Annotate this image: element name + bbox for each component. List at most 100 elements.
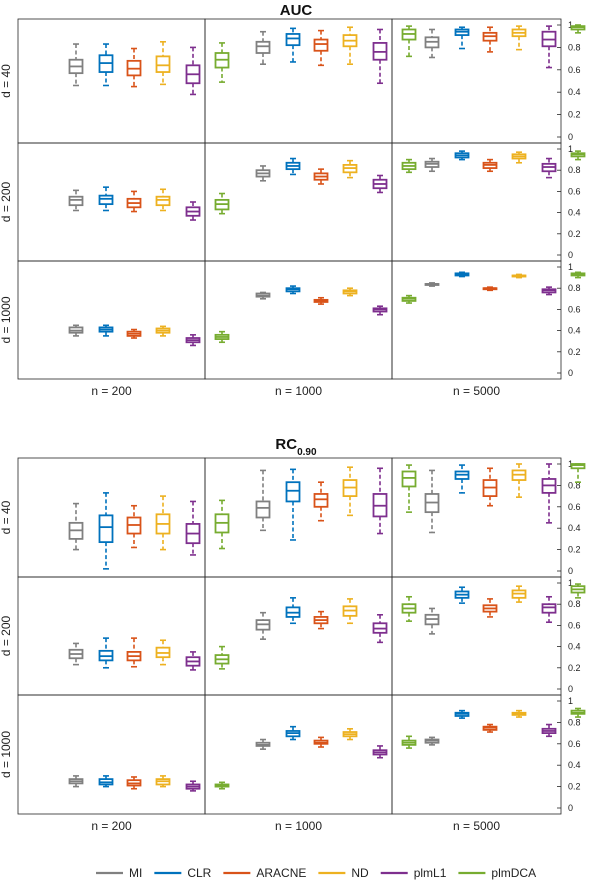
- panel-frame: [204, 457, 393, 578]
- box-body: [313, 38, 329, 52]
- box-CLR: [285, 468, 301, 541]
- box-ND: [155, 775, 171, 788]
- box-MI: [255, 165, 271, 182]
- box-plmDCA: [214, 192, 230, 215]
- box-body: [98, 194, 114, 206]
- legend-item-plmDCA: plmDCA: [458, 866, 536, 880]
- box-plmL1: [372, 28, 388, 85]
- box-CLR: [98, 492, 114, 570]
- y-tick-label: 0.2: [568, 110, 581, 120]
- box-CLR: [454, 709, 470, 719]
- y-tick-label: 0.2: [568, 229, 581, 239]
- panel-frame: [17, 576, 206, 696]
- panel-row-2: 0 0.2 0.4 0.6 0.8 1 d = 1000: [0, 260, 586, 380]
- box-plmL1: [541, 463, 557, 524]
- column-label: n = 200: [91, 384, 132, 398]
- row-label: d = 200: [0, 181, 13, 222]
- legend-item-MI: MI: [96, 866, 142, 880]
- box-MI: [255, 738, 271, 750]
- box-plmDCA: [570, 150, 586, 161]
- legend-item-ND: ND: [318, 866, 369, 880]
- box-CLR: [454, 150, 470, 161]
- box-plmL1: [372, 745, 388, 759]
- row-label: d = 1000: [0, 731, 13, 778]
- box-plmDCA: [570, 24, 586, 34]
- panel-row-1: 0 0.2 0.4 0.6 0.8 1 d = 200: [0, 576, 586, 696]
- panel-frame: [391, 18, 562, 144]
- box-body: [285, 481, 301, 503]
- panel-frame: [17, 260, 206, 380]
- column-label: n = 1000: [275, 819, 322, 833]
- box-MI: [68, 775, 84, 788]
- chart-1: 0 0.2 0.4 0.6 0.8 1 d = 40 0 0.2 0.4 0.6 0.8 1 d = 20…: [0, 457, 586, 833]
- y-tick-label: 0.6: [568, 304, 581, 314]
- box-MI: [424, 736, 440, 746]
- y-tick-label: 0.2: [568, 545, 581, 555]
- box-ARACNE: [126, 776, 142, 790]
- row-label: d = 40: [0, 64, 13, 98]
- box-body: [98, 514, 114, 544]
- box-ARACNE: [126, 328, 142, 339]
- box-ND: [155, 325, 171, 337]
- box-plmL1: [372, 613, 388, 644]
- panel-frame: [391, 457, 562, 578]
- chart-0: 0 0.2 0.4 0.6 0.8 1 d = 40 0 0.2 0.4 0.6 0.8 1 d = 20…: [0, 18, 586, 398]
- y-tick-label: 0: [568, 803, 573, 813]
- box-CLR: [454, 464, 470, 494]
- y-tick-label: 0.4: [568, 326, 581, 336]
- box-CLR: [285, 27, 301, 63]
- box-ARACNE: [482, 158, 498, 173]
- box-ARACNE: [313, 610, 329, 630]
- box-CLR: [285, 285, 301, 295]
- box-plmL1: [185, 201, 201, 221]
- box-CLR: [454, 271, 470, 278]
- panel-row-0: 0 0.2 0.4 0.6 0.8 1 d = 40: [0, 18, 586, 144]
- box-MI: [255, 30, 271, 65]
- box-CLR: [98, 324, 114, 337]
- y-tick-label: 0: [568, 250, 573, 260]
- box-plmDCA: [570, 583, 586, 599]
- column-label: n = 1000: [275, 384, 322, 398]
- legend-label: ARACNE: [256, 866, 306, 880]
- box-body: [155, 55, 171, 73]
- box-ARACNE: [482, 723, 498, 733]
- box-body: [255, 500, 271, 519]
- box-plmL1: [372, 174, 388, 194]
- box-ND: [155, 495, 171, 551]
- box-body: [313, 493, 329, 508]
- y-tick-label: 0.2: [568, 782, 581, 792]
- box-MI: [424, 469, 440, 534]
- box-ND: [511, 273, 527, 279]
- box-plmDCA: [401, 158, 417, 174]
- legend-item-ARACNE: ARACNE: [223, 866, 306, 880]
- box-body: [401, 470, 417, 488]
- y-tick-label: 0.8: [568, 717, 581, 727]
- box-plmL1: [185, 46, 201, 96]
- box-ARACNE: [126, 504, 142, 549]
- legend-item-plmL1: plmL1: [380, 866, 447, 880]
- y-tick-label: 0.4: [568, 208, 581, 218]
- box-MI: [255, 611, 271, 640]
- box-plmL1: [185, 334, 201, 347]
- y-tick-label: 0.8: [568, 283, 581, 293]
- legend-label: plmDCA: [491, 866, 536, 880]
- y-tick-label: 0.2: [568, 347, 581, 357]
- panel-row-1: 0 0.2 0.4 0.6 0.8 1 d = 200: [0, 142, 586, 262]
- panel-frame: [204, 142, 393, 262]
- chart-title-rc: RC0.90: [275, 436, 317, 458]
- legend: MI CLR ARACNE ND plmL1 plmDCA: [96, 866, 536, 880]
- y-tick-label: 0.8: [568, 599, 581, 609]
- legend-label: plmL1: [414, 866, 447, 880]
- y-tick-label: 0.4: [568, 523, 581, 533]
- panel-frame: [17, 694, 206, 815]
- y-tick-label: 0: [568, 132, 573, 142]
- box-CLR: [454, 586, 470, 604]
- box-CLR: [98, 43, 114, 87]
- box-ND: [511, 25, 527, 51]
- box-plmDCA: [214, 42, 230, 83]
- box-ND: [342, 728, 358, 741]
- box-ARACNE: [313, 29, 329, 67]
- box-ND: [342, 159, 358, 179]
- y-tick-label: 0.4: [568, 87, 581, 97]
